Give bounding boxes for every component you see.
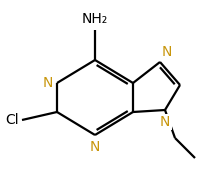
Text: NH₂: NH₂	[82, 12, 108, 26]
Text: N: N	[162, 45, 172, 59]
Text: N: N	[43, 76, 53, 90]
Text: N: N	[160, 115, 170, 129]
Text: N: N	[90, 140, 100, 154]
Text: Cl: Cl	[5, 113, 19, 127]
